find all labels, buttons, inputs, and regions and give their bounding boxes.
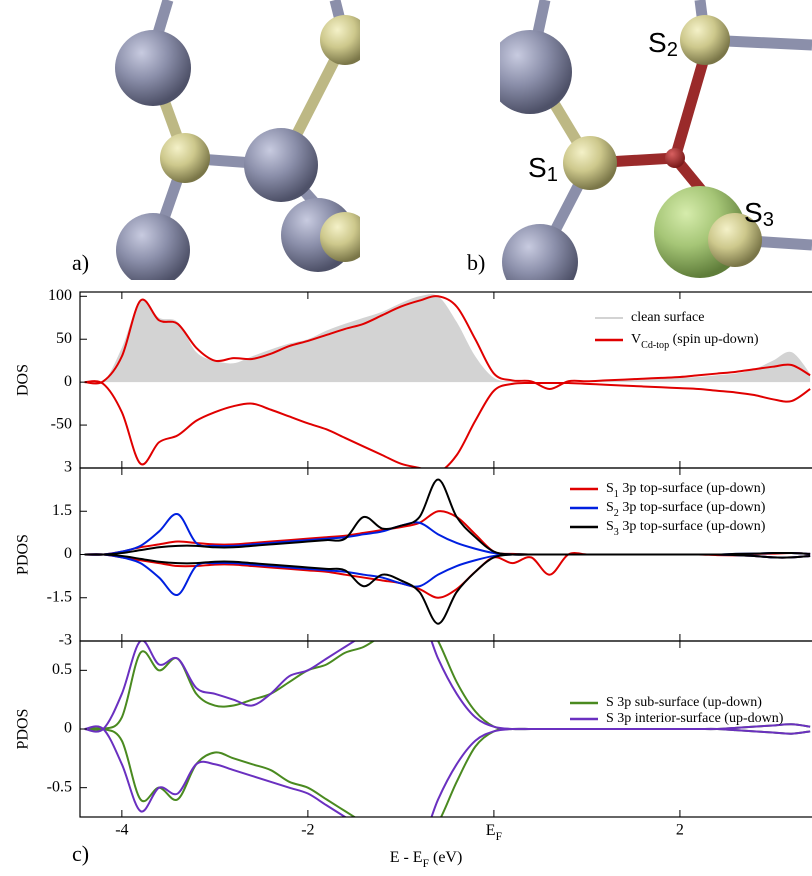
y-tick-label: 3 <box>64 459 72 476</box>
line <box>85 553 810 598</box>
line <box>85 554 810 595</box>
structure-a <box>115 0 370 287</box>
x-tick-label: EF <box>486 822 502 843</box>
subscript: 3 <box>763 209 774 231</box>
page: a)b)c)S1S2S3-50050100DOSclean surfaceVCd… <box>0 0 812 876</box>
subscript: F <box>496 831 502 843</box>
text-part: 3p top-surface (up-down) <box>619 519 766 534</box>
y-tick-label: 100 <box>48 287 72 304</box>
y-tick-label: 0 <box>64 373 72 390</box>
text-part: S <box>528 152 547 183</box>
x-tick-label: -2 <box>301 822 314 839</box>
legend-label: S 3p sub-surface (up-down) <box>606 695 762 710</box>
line <box>85 728 810 848</box>
plot-area <box>85 608 810 851</box>
legend-label: clean surface <box>631 310 704 325</box>
y-tick-label: 1.5 <box>52 502 72 519</box>
line <box>85 554 810 623</box>
text-part: S <box>606 500 614 515</box>
subscript: 2 <box>667 39 678 61</box>
y-tick-label: 50 <box>56 330 72 347</box>
text-part: (spin up-down) <box>669 332 759 347</box>
text-part: S <box>744 197 763 228</box>
text-part: S <box>606 519 614 534</box>
subscript: Cd-top <box>641 340 669 351</box>
y-tick-label: -3 <box>59 632 72 649</box>
text-part: 3p top-surface (up-down) <box>619 500 766 515</box>
y-axis-title: DOS <box>15 364 32 396</box>
atom-label: S2 <box>648 27 678 61</box>
y-tick-label: 0.5 <box>52 661 72 678</box>
line <box>85 381 810 473</box>
text-part: S <box>648 27 667 58</box>
panel-label: a) <box>72 250 89 275</box>
y-axis-title: PDOS <box>15 534 32 575</box>
x-axis-title: E - EF (eV) <box>390 849 463 870</box>
atom-label: S3 <box>744 197 774 231</box>
y-tick-label: -1.5 <box>47 588 72 605</box>
text-part: (eV) <box>429 849 462 866</box>
panel-label: b) <box>467 250 485 275</box>
legend-label: VCd-top (spin up-down) <box>631 332 759 351</box>
atom-label: S1 <box>528 152 558 186</box>
subscript: 1 <box>547 164 558 186</box>
legend-label: S3 3p top-surface (up-down) <box>606 519 766 538</box>
figure: a)b)c)S1S2S3-50050100DOSclean surfaceVCd… <box>0 0 812 876</box>
text-part: E <box>486 822 496 839</box>
panel-label: c) <box>72 841 89 866</box>
text-part: V <box>631 332 641 347</box>
legend-label: S 3p interior-surface (up-down) <box>606 711 784 726</box>
text-part: E - E <box>390 849 423 866</box>
y-tick-label: 0 <box>64 720 72 737</box>
text-part: S <box>606 481 614 496</box>
line <box>85 726 810 850</box>
y-tick-label: 0 <box>64 545 72 562</box>
legend-label: S2 3p top-surface (up-down) <box>606 500 766 519</box>
x-tick-label: 2 <box>676 822 684 839</box>
y-tick-label: -0.5 <box>47 778 72 795</box>
legend-label: S1 3p top-surface (up-down) <box>606 481 766 500</box>
x-tick-label: -4 <box>115 822 128 839</box>
y-tick-label: -50 <box>51 416 72 433</box>
text-part: 3p top-surface (up-down) <box>619 481 766 496</box>
y-axis-title: PDOS <box>15 709 32 750</box>
